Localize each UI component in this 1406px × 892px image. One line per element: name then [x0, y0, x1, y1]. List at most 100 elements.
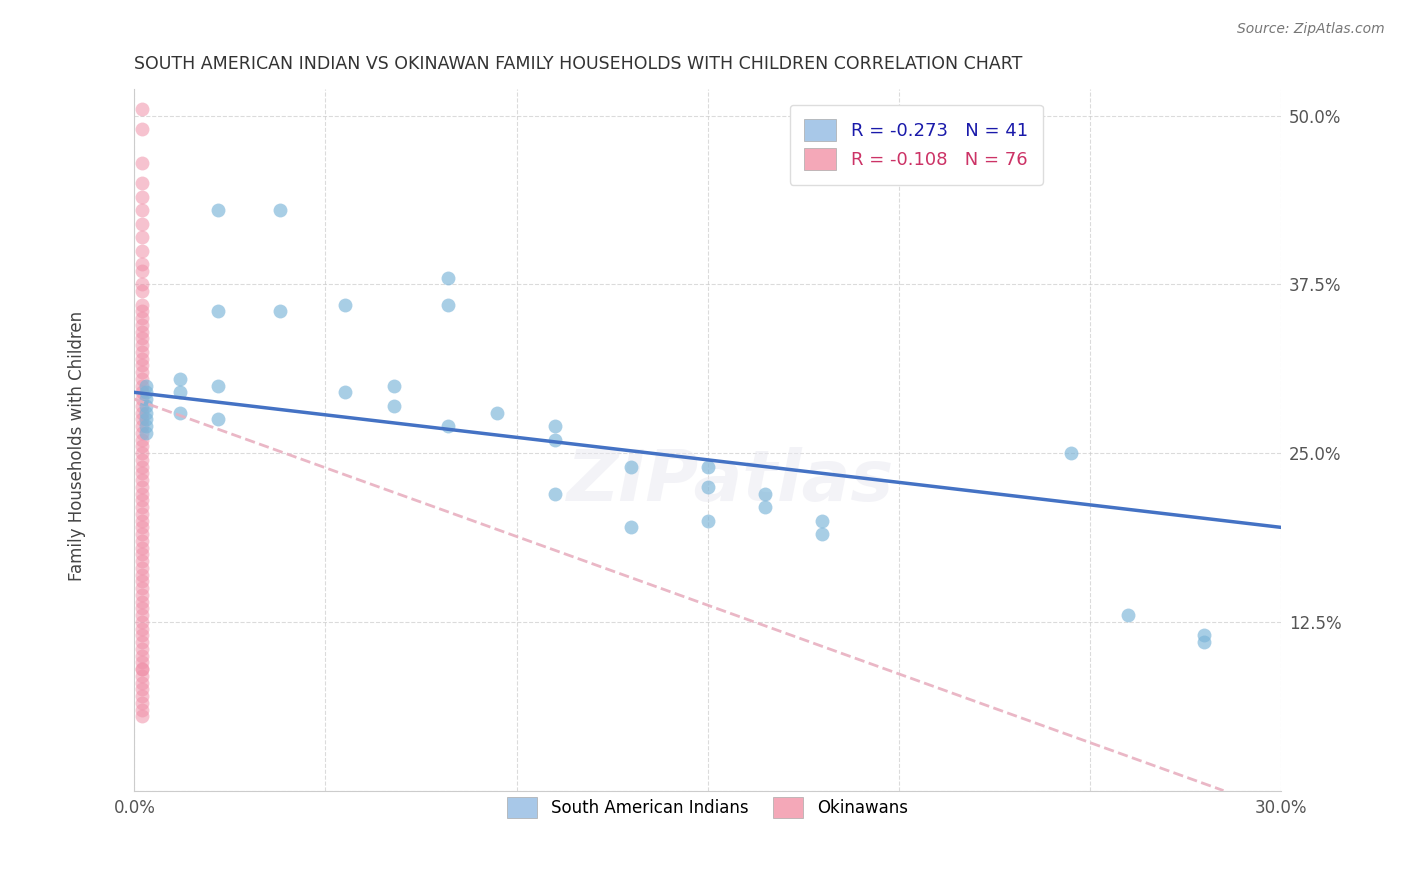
Point — [135, 399, 157, 413]
Point — [696, 459, 718, 474]
Point — [131, 257, 153, 271]
Legend: South American Indians, Okinawans: South American Indians, Okinawans — [501, 790, 914, 824]
Point — [131, 675, 153, 690]
Point — [131, 622, 153, 636]
Point — [207, 203, 229, 218]
Point — [135, 378, 157, 392]
Point — [131, 696, 153, 710]
Point — [131, 419, 153, 434]
Point — [131, 662, 153, 676]
Point — [131, 547, 153, 561]
Point — [382, 399, 405, 413]
Point — [131, 392, 153, 406]
Point — [135, 406, 157, 420]
Point — [1059, 446, 1081, 460]
Point — [131, 230, 153, 244]
Point — [131, 385, 153, 400]
Point — [131, 533, 153, 548]
Point — [544, 433, 567, 447]
Point — [754, 500, 776, 514]
Point — [1116, 608, 1139, 623]
Point — [1194, 635, 1216, 649]
Point — [131, 331, 153, 345]
Text: Family Households with Children: Family Households with Children — [69, 311, 86, 581]
Text: Source: ZipAtlas.com: Source: ZipAtlas.com — [1237, 22, 1385, 37]
Point — [131, 635, 153, 649]
Point — [169, 372, 191, 386]
Point — [131, 264, 153, 278]
Point — [131, 433, 153, 447]
Point — [135, 425, 157, 440]
Point — [436, 297, 458, 311]
Point — [620, 459, 643, 474]
Point — [131, 615, 153, 629]
Point — [131, 648, 153, 663]
Point — [131, 344, 153, 359]
Point — [620, 520, 643, 534]
Point — [131, 365, 153, 379]
Text: SOUTH AMERICAN INDIAN VS OKINAWAN FAMILY HOUSEHOLDS WITH CHILDREN CORRELATION CH: SOUTH AMERICAN INDIAN VS OKINAWAN FAMILY… — [135, 55, 1022, 73]
Point — [131, 459, 153, 474]
Point — [169, 385, 191, 400]
Point — [135, 419, 157, 434]
Point — [131, 554, 153, 568]
Point — [131, 507, 153, 521]
Point — [131, 399, 153, 413]
Point — [135, 385, 157, 400]
Point — [382, 378, 405, 392]
Point — [131, 446, 153, 460]
Point — [131, 325, 153, 339]
Point — [207, 304, 229, 318]
Text: ZIPatlas: ZIPatlas — [567, 447, 894, 516]
Point — [131, 594, 153, 608]
Point — [131, 359, 153, 373]
Point — [131, 628, 153, 642]
Point — [436, 419, 458, 434]
Point — [131, 425, 153, 440]
Point — [696, 514, 718, 528]
Point — [811, 514, 834, 528]
Point — [131, 514, 153, 528]
Point — [131, 453, 153, 467]
Point — [131, 520, 153, 534]
Point — [1194, 628, 1216, 642]
Point — [207, 378, 229, 392]
Point — [131, 527, 153, 541]
Point — [544, 419, 567, 434]
Point — [131, 486, 153, 500]
Point — [131, 581, 153, 595]
Point — [131, 709, 153, 723]
Point — [544, 486, 567, 500]
Point — [131, 304, 153, 318]
Point — [131, 156, 153, 170]
Point — [131, 406, 153, 420]
Point — [811, 527, 834, 541]
Point — [131, 467, 153, 481]
Point — [131, 284, 153, 298]
Point — [131, 588, 153, 602]
Point — [131, 480, 153, 494]
Point — [131, 122, 153, 136]
Point — [131, 601, 153, 615]
Point — [131, 311, 153, 326]
Point — [131, 541, 153, 555]
Point — [131, 561, 153, 575]
Point — [131, 439, 153, 453]
Point — [131, 682, 153, 697]
Point — [131, 277, 153, 292]
Point — [131, 574, 153, 589]
Point — [131, 378, 153, 392]
Point — [269, 304, 291, 318]
Point — [131, 372, 153, 386]
Point — [131, 500, 153, 514]
Point — [169, 406, 191, 420]
Point — [131, 244, 153, 258]
Point — [131, 102, 153, 116]
Point — [696, 480, 718, 494]
Point — [131, 412, 153, 426]
Point — [269, 203, 291, 218]
Point — [486, 406, 509, 420]
Point — [131, 203, 153, 218]
Point — [131, 351, 153, 366]
Point — [333, 385, 356, 400]
